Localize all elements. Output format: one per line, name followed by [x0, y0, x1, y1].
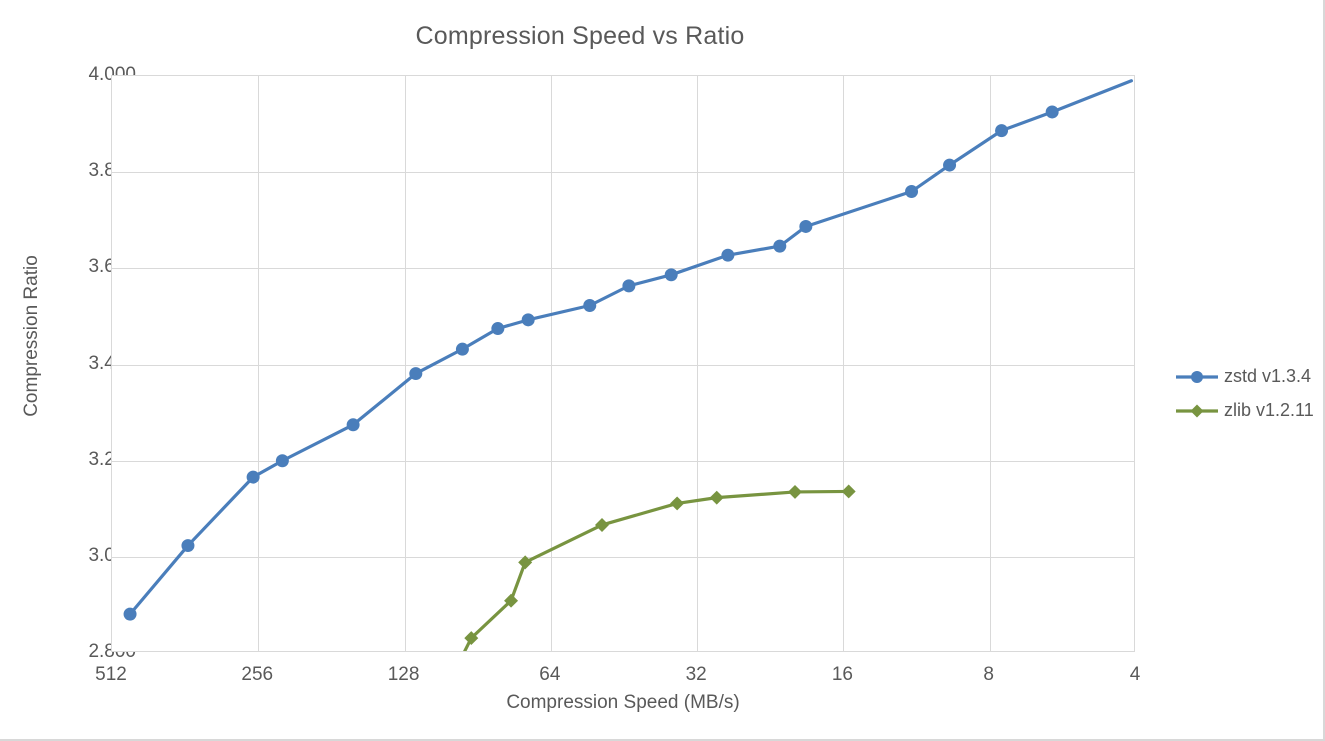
data-point-marker	[521, 313, 535, 327]
x-tick-label: 256	[241, 664, 274, 685]
data-point-marker	[595, 518, 609, 532]
data-point-marker	[721, 248, 735, 262]
data-point-marker	[622, 279, 636, 293]
legend-label: zlib v1.2.11	[1224, 400, 1314, 420]
plot-area	[111, 75, 1135, 652]
x-tick-label: 8	[983, 664, 994, 685]
legend-entry[interactable]: zstd v1.3.4	[1176, 366, 1314, 387]
data-point-marker	[518, 555, 533, 570]
data-point-marker	[246, 470, 260, 484]
data-point-marker	[709, 490, 724, 505]
gridline-vertical	[843, 76, 844, 651]
x-tick-label: 512	[95, 664, 127, 685]
gridline-vertical	[258, 76, 259, 651]
legend-circle-marker-icon	[1176, 369, 1218, 385]
gridline-vertical	[551, 76, 552, 651]
gridline-horizontal	[112, 461, 1134, 462]
data-point-marker	[788, 484, 802, 499]
gridline-vertical	[697, 76, 698, 651]
x-axis-title: Compression Speed (MB/s)	[506, 692, 740, 713]
gridline-vertical	[405, 76, 406, 651]
data-point-marker	[1045, 105, 1059, 119]
series-line	[463, 489, 851, 651]
data-point-marker	[491, 322, 505, 335]
data-point-marker	[275, 454, 289, 468]
x-tick-label: 64	[539, 664, 561, 685]
data-point-marker	[670, 496, 685, 511]
data-point-marker	[799, 219, 813, 233]
series-zlib	[463, 484, 856, 651]
gridline-vertical	[990, 76, 991, 651]
x-tick-label: 16	[831, 664, 853, 685]
data-point-marker	[583, 299, 597, 312]
x-tick-label: 128	[387, 664, 420, 685]
data-point-marker	[995, 124, 1009, 138]
data-point-marker	[841, 484, 856, 499]
y-axis-title: Compression Ratio	[21, 255, 42, 417]
gridline-horizontal	[112, 268, 1134, 269]
data-point-marker	[664, 268, 678, 282]
chart-legend: zstd v1.3.4 zlib v1.2.11	[1176, 366, 1314, 421]
legend-diamond-marker-icon	[1176, 403, 1218, 419]
series-zstd	[123, 79, 1134, 621]
gridline-horizontal	[112, 172, 1134, 173]
data-point-marker	[346, 418, 360, 432]
legend-label: zstd v1.3.4	[1224, 366, 1312, 386]
data-point-marker	[181, 539, 195, 553]
data-point-marker	[123, 607, 137, 621]
x-tick-label: 32	[685, 664, 707, 685]
gridline-horizontal	[112, 557, 1134, 558]
chart-title: Compression Speed vs Ratio	[415, 22, 745, 50]
series-line	[128, 79, 1134, 616]
x-tick-label: 4	[1129, 664, 1141, 685]
data-point-marker	[455, 342, 469, 356]
data-point-marker	[464, 631, 479, 646]
series-layer	[123, 79, 1134, 651]
data-point-marker	[409, 367, 423, 381]
gridline-horizontal	[112, 365, 1134, 366]
legend-entry[interactable]: zlib v1.2.11	[1176, 400, 1314, 421]
data-point-marker	[773, 239, 787, 253]
data-point-marker	[905, 185, 919, 198]
data-point-marker	[943, 158, 957, 172]
